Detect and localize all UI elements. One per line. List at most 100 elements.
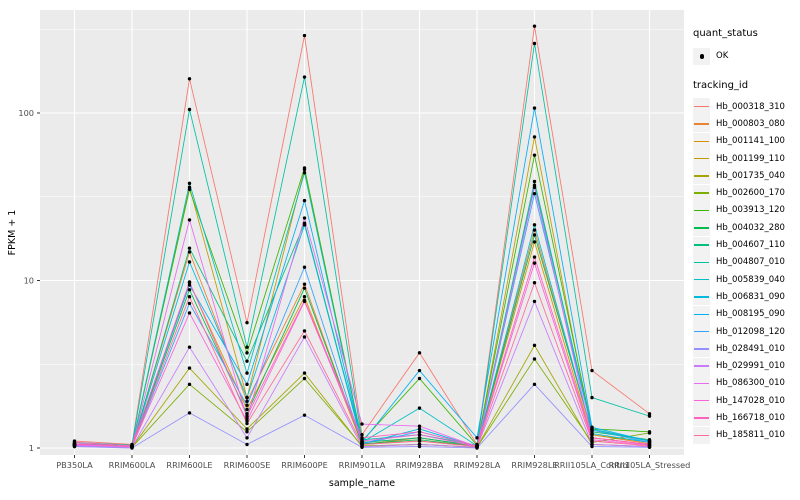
data-point	[360, 436, 364, 440]
line-key-icon	[693, 184, 710, 202]
data-point	[417, 436, 422, 440]
data-point	[245, 414, 249, 418]
legend-item-Hb_028491_010: Hb_028491_010	[693, 340, 799, 358]
legend-item-Hb_002600_170: Hb_002600_170	[693, 184, 799, 202]
legend-label: Hb_003913_120	[716, 205, 785, 216]
data-point	[532, 191, 537, 196]
data-point	[302, 335, 307, 339]
x-tick-label: RRIM600LE	[166, 460, 212, 470]
data-point	[532, 185, 537, 190]
line-key-icon	[693, 150, 710, 168]
legend-label: Hb_029991_010	[716, 361, 785, 372]
line-key-icon	[693, 271, 710, 289]
data-point	[417, 424, 422, 428]
legend-item-Hb_001735_040: Hb_001735_040	[693, 167, 799, 185]
line-key-icon	[693, 357, 710, 375]
legend-line-swatch	[694, 157, 709, 160]
x-tick-label: RRIM901LA	[339, 460, 386, 470]
data-point	[245, 416, 249, 421]
data-point	[245, 351, 249, 355]
data-point	[302, 295, 307, 299]
legend-line-swatch	[694, 105, 709, 108]
data-point	[187, 246, 192, 250]
legend-label: Hb_004807_010	[716, 257, 785, 268]
data-point	[475, 444, 479, 449]
line-key-icon	[693, 392, 710, 410]
legend-line-swatch	[694, 278, 709, 281]
legend-item-Hb_000803_080: Hb_000803_080	[693, 115, 799, 133]
data-point	[417, 368, 422, 373]
line-key-icon	[693, 426, 710, 444]
data-point	[590, 368, 594, 373]
data-point	[187, 295, 192, 299]
data-point	[532, 281, 537, 285]
y-tick-label: 10	[24, 276, 34, 286]
data-point	[302, 329, 307, 333]
data-point	[417, 427, 422, 431]
y-axis-title: FPKM + 1	[7, 210, 18, 256]
data-point	[245, 427, 249, 431]
data-point	[360, 439, 364, 443]
legend-item-Hb_000318_310: Hb_000318_310	[693, 98, 799, 116]
legend-item-Hb_001199_110: Hb_001199_110	[693, 150, 799, 168]
legend-line-swatch	[694, 417, 709, 419]
y-tick-label: 100	[18, 108, 34, 118]
legend-label: Hb_006831_090	[716, 291, 785, 302]
data-point	[532, 240, 537, 244]
data-point	[302, 223, 307, 227]
legend-label: Hb_000318_310	[716, 101, 785, 112]
legend-item-Hb_147028_010: Hb_147028_010	[693, 392, 799, 410]
line-key-icon	[693, 167, 710, 185]
data-point	[532, 343, 537, 348]
legend-line-swatch	[694, 399, 709, 402]
line-key-icon	[693, 409, 710, 427]
data-point	[302, 282, 307, 286]
data-point	[245, 430, 249, 434]
legend-label: Hb_004032_280	[716, 222, 785, 233]
data-point	[187, 280, 192, 284]
legend-line-swatch	[694, 261, 709, 264]
legend-line-swatch	[694, 209, 709, 212]
data-point	[245, 421, 249, 426]
legend-label: Hb_001735_040	[716, 170, 785, 181]
point-marker-icon	[693, 47, 710, 65]
data-point	[590, 436, 594, 440]
data-point	[245, 403, 249, 407]
legend-line-swatch	[694, 123, 709, 125]
data-point	[532, 299, 537, 304]
data-point	[245, 371, 249, 375]
data-point	[417, 406, 422, 410]
legend-line-swatch	[694, 348, 709, 350]
data-point	[475, 436, 479, 440]
data-point	[245, 382, 249, 387]
data-point	[590, 442, 594, 447]
legend-label: Hb_008195_090	[716, 309, 785, 320]
data-point	[417, 376, 422, 381]
line-key-icon	[693, 288, 710, 306]
legend-label: Hb_000803_080	[716, 118, 785, 129]
data-point	[130, 444, 134, 449]
data-point	[532, 24, 537, 28]
data-point	[647, 444, 652, 448]
data-point	[532, 41, 537, 46]
legend-label: Hb_147028_010	[716, 395, 785, 406]
data-point	[532, 179, 537, 184]
legend-line-swatch	[694, 434, 709, 437]
legend-line-swatch	[694, 365, 709, 367]
data-point	[302, 75, 307, 79]
data-point	[590, 431, 594, 436]
x-tick-label: RRIM928LA	[454, 460, 501, 470]
data-point	[187, 411, 192, 415]
legend-label: Hb_086300_010	[716, 378, 785, 389]
y-tick-label: 1	[29, 443, 34, 453]
line-key-icon	[693, 253, 710, 271]
legend-item-Hb_004032_280: Hb_004032_280	[693, 219, 799, 237]
data-point	[187, 77, 192, 81]
legend-line-swatch	[694, 244, 709, 246]
data-point	[245, 399, 249, 404]
legend-title-tracking-id: tracking_id	[693, 80, 749, 91]
data-point	[417, 430, 422, 434]
data-point	[302, 265, 307, 269]
data-point	[590, 439, 594, 443]
